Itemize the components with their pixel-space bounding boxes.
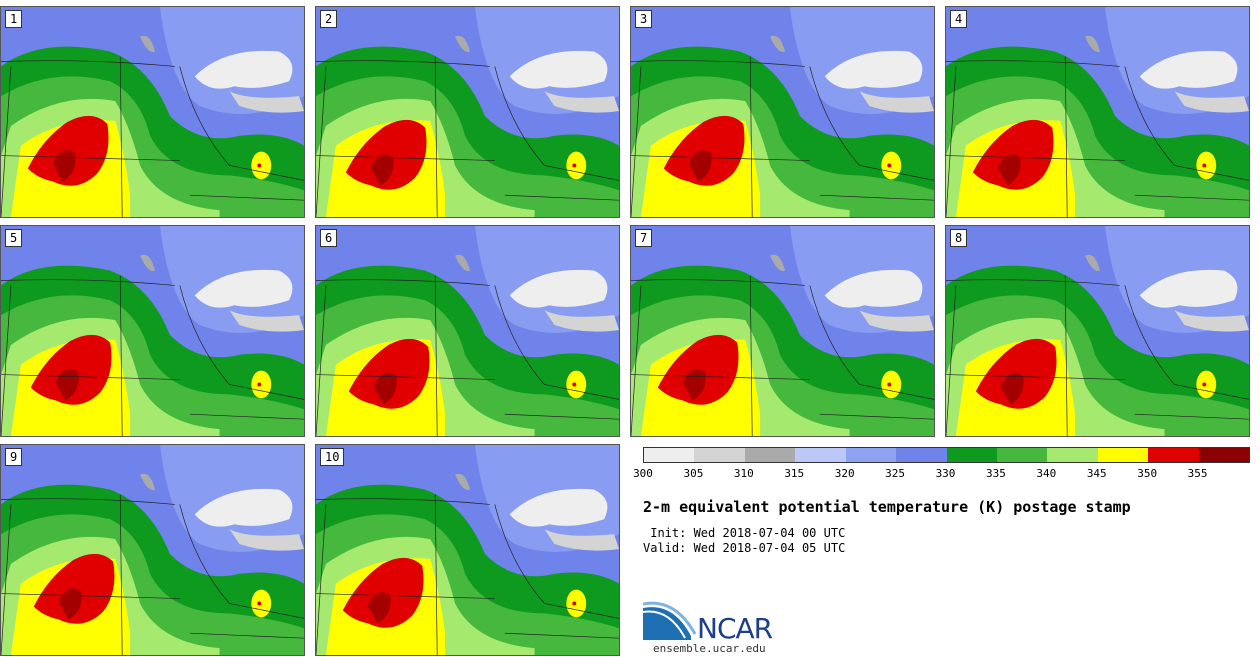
logo-text: NCAR (697, 612, 773, 645)
member-label: 8 (950, 229, 968, 247)
stamp-panel-10: 10 (315, 444, 620, 656)
colorbar-tick-label: 330 (935, 467, 956, 480)
ncar-logo-icon (643, 601, 697, 640)
member-label: 3 (635, 10, 653, 28)
colorbar-segment (1097, 448, 1149, 462)
stamp-panel-3: 3 (630, 6, 935, 218)
colorbar-segment (845, 448, 897, 462)
member-label: 7 (635, 229, 653, 247)
colorbar-segment (644, 448, 695, 462)
website-url: ensemble.ucar.edu (653, 642, 766, 655)
member-label: 2 (320, 10, 338, 28)
colorbar-tick-label: 310 (733, 467, 754, 480)
valid-time: Valid: Wed 2018-07-04 05 UTC (643, 541, 846, 555)
stamp-panel-8: 8 (945, 225, 1250, 437)
colorbar-tick-label: 345 (1086, 467, 1107, 480)
colorbar (643, 447, 1250, 463)
colorbar-segment (795, 448, 846, 462)
stamp-panel-9: 9 (0, 444, 305, 656)
colorbar-tick-label: 340 (1036, 467, 1057, 480)
colorbar-tick-label: 320 (834, 467, 855, 480)
stamp-panel-1: 1 (0, 6, 305, 218)
colorbar-segment (1047, 448, 1098, 462)
member-label: 4 (950, 10, 968, 28)
member-label: 10 (320, 448, 345, 466)
colorbar-tick-label: 300 (633, 467, 653, 480)
stamp-panel-6: 6 (315, 225, 620, 437)
colorbar-tick-label: 355 (1187, 467, 1208, 480)
member-label: 1 (5, 10, 23, 28)
figure-title: 2-m equivalent potential temperature (K)… (643, 498, 1131, 516)
member-label: 5 (5, 229, 23, 247)
colorbar-segment (946, 448, 997, 462)
member-label: 9 (5, 448, 23, 466)
colorbar-segment (996, 448, 1048, 462)
stamp-panel-7: 7 (630, 225, 935, 437)
init-time: Init: Wed 2018-07-04 00 UTC (643, 526, 846, 540)
colorbar-tick-label: 350 (1137, 467, 1158, 480)
colorbar-segment (1148, 448, 1199, 462)
colorbar-segment (694, 448, 745, 462)
member-label: 6 (320, 229, 338, 247)
stamp-panel-2: 2 (315, 6, 620, 218)
stamp-panel-4: 4 (945, 6, 1250, 218)
colorbar-segment (896, 448, 947, 462)
colorbar-tick-label: 305 (683, 467, 704, 480)
stamp-panel-5: 5 (0, 225, 305, 437)
colorbar-segment (744, 448, 796, 462)
colorbar-tick-label: 335 (985, 467, 1006, 480)
colorbar-tick-label: 315 (784, 467, 805, 480)
colorbar-tick-label: 325 (885, 467, 906, 480)
colorbar-segment (1198, 448, 1250, 462)
